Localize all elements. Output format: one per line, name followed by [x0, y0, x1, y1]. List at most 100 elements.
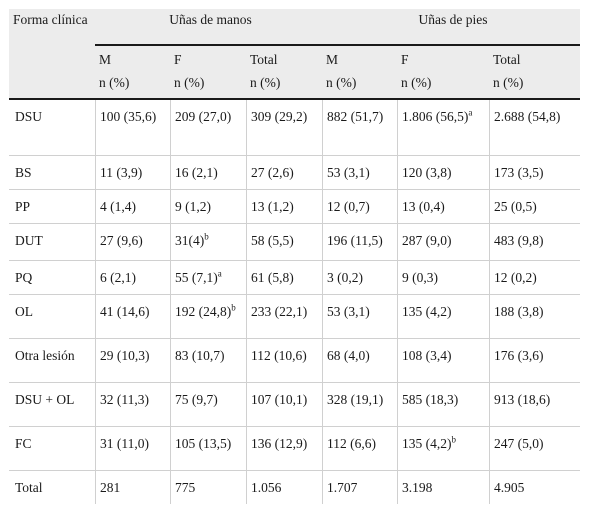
cell-hands-m: 6 (2,1) [95, 260, 170, 294]
footnote-marker: b [231, 302, 236, 313]
subheader-feet-m: M [322, 46, 397, 72]
cell-hands-m: 11 (3,9) [95, 155, 170, 189]
table-row: DUT 27 (9,6) 31(4)b 58 (5,5) 196 (11,5) 287 (… [9, 223, 580, 260]
cell-feet-total: 173 (3,5) [489, 155, 580, 189]
cell-hands-m: 281 [95, 470, 170, 504]
unit-label: n (%) [397, 72, 489, 100]
cell-value: 25 (0,5) [494, 199, 537, 214]
cell-hands-total: 1.056 [246, 470, 322, 504]
cell-value: 61 (5,8) [251, 270, 294, 285]
table-header: Forma clínica Uñas de manos Uñas de pies… [9, 9, 580, 100]
cell-feet-m: 328 (19,1) [322, 382, 397, 426]
cell-value: 41 (14,6) [100, 304, 150, 319]
row-label: DSU + OL [9, 382, 95, 426]
cell-value: 4.905 [494, 480, 525, 495]
subheader-feet-f: F [397, 46, 489, 72]
cell-hands-m: 100 (35,6) [95, 100, 170, 155]
cell-hands-f: 31(4)b [170, 223, 246, 260]
cell-feet-f: 3.198 [397, 470, 489, 504]
cell-value: 328 (19,1) [327, 392, 384, 407]
table-row: DSU 100 (35,6) 209 (27,0) 309 (29,2) 882 (51… [9, 100, 580, 155]
cell-feet-total: 2.688 (54,8) [489, 100, 580, 155]
cell-value: 112 (10,6) [251, 348, 307, 363]
row-label: Total [9, 470, 95, 504]
cell-value: 27 (9,6) [100, 233, 143, 248]
cell-value: 3 (0,2) [327, 270, 363, 285]
cell-value: 176 (3,6) [494, 348, 544, 363]
cell-hands-f: 775 [170, 470, 246, 504]
cell-value: 9 (0,3) [402, 270, 438, 285]
cell-value: 83 (10,7) [175, 348, 225, 363]
cell-value: 309 (29,2) [251, 109, 308, 124]
cell-hands-total: 13 (1,2) [246, 189, 322, 223]
cell-feet-total: 247 (5,0) [489, 426, 580, 470]
cell-value: 31(4) [175, 233, 205, 248]
cell-feet-total: 483 (9,8) [489, 223, 580, 260]
cell-value: 105 (13,5) [175, 436, 232, 451]
cell-feet-m: 196 (11,5) [322, 223, 397, 260]
cell-value: 2.688 (54,8) [494, 109, 561, 124]
cell-feet-f: 585 (18,3) [397, 382, 489, 426]
cell-feet-f: 135 (4,2)b [397, 426, 489, 470]
cell-hands-m: 4 (1,4) [95, 189, 170, 223]
cell-hands-f: 83 (10,7) [170, 338, 246, 382]
cell-value: 120 (3,8) [402, 165, 452, 180]
table-body: DSU 100 (35,6) 209 (27,0) 309 (29,2) 882 (51… [9, 100, 580, 504]
cell-value: 287 (9,0) [402, 233, 452, 248]
row-label: DSU [15, 109, 43, 124]
cell-feet-m: 3 (0,2) [322, 260, 397, 294]
table-row: FC 31 (11,0) 105 (13,5) 136 (12,9) 112 (6,6)… [9, 426, 580, 470]
row-label: OL [9, 294, 95, 338]
cell-value: 55 (7,1) [175, 270, 218, 285]
cell-value: 882 (51,7) [327, 109, 384, 124]
cell-value: 913 (18,6) [494, 392, 551, 407]
table-row: BS 11 (3,9) 16 (2,1) 27 (2,6) 53 (3,1) 120 (3… [9, 155, 580, 189]
cell-feet-total: 188 (3,8) [489, 294, 580, 338]
row-label: DUT [9, 223, 95, 260]
cell-value: 9 (1,2) [175, 199, 211, 214]
row-label: PP [9, 189, 95, 223]
cell-feet-f: 13 (0,4) [397, 189, 489, 223]
cell-feet-total: 4.905 [489, 470, 580, 504]
cell-feet-total: 176 (3,6) [489, 338, 580, 382]
cell-value: 107 (10,1) [251, 392, 308, 407]
cell-hands-m: 31 (11,0) [95, 426, 170, 470]
cell-hands-f: 55 (7,1)a [170, 260, 246, 294]
cell-feet-f: 135 (4,2) [397, 294, 489, 338]
table-row: PP 4 (1,4) 9 (1,2) 13 (1,2) 12 (0,7) 13 (0,4)… [9, 189, 580, 223]
row-label: PQ [9, 260, 95, 294]
cell-hands-f: 9 (1,2) [170, 189, 246, 223]
cell-hands-total: 112 (10,6) [246, 338, 322, 382]
cell-value: 3.198 [402, 480, 433, 495]
table-row: Otra lesión 29 (10,3) 83 (10,7) 112 (10,6) 6… [9, 338, 580, 382]
table-row: DSU + OL 32 (11,3) 75 (9,7) 107 (10,1) 328 (… [9, 382, 580, 426]
cell-value: 281 [100, 480, 121, 495]
cell-hands-f: 209 (27,0) [170, 100, 246, 155]
cell-hands-f: 16 (2,1) [170, 155, 246, 189]
cell-hands-m: 27 (9,6) [95, 223, 170, 260]
cell-feet-m: 12 (0,7) [322, 189, 397, 223]
header-forma-clinica: Forma clínica [9, 9, 95, 100]
cell-value: 6 (2,1) [100, 270, 136, 285]
cell-value: 247 (5,0) [494, 436, 544, 451]
cell-value: 192 (24,8) [175, 304, 232, 319]
cell-value: 53 (3,1) [327, 304, 370, 319]
cell-hands-f: 192 (24,8)b [170, 294, 246, 338]
row-label: Otra lesión [9, 338, 95, 382]
cell-feet-m: 882 (51,7) [322, 100, 397, 155]
cell-value: 58 (5,5) [251, 233, 294, 248]
subheader-feet-total: Total [489, 46, 580, 72]
cell-value: 75 (9,7) [175, 392, 218, 407]
footnote-marker: b [204, 231, 209, 242]
cell-value: 16 (2,1) [175, 165, 218, 180]
cell-feet-m: 53 (3,1) [322, 155, 397, 189]
unit-label: n (%) [95, 72, 170, 100]
cell-value: 196 (11,5) [327, 233, 383, 248]
cell-value: 775 [175, 480, 196, 495]
cell-value: 27 (2,6) [251, 165, 294, 180]
cell-value: 11 (3,9) [100, 165, 143, 180]
cell-feet-f: 108 (3,4) [397, 338, 489, 382]
cell-value: 233 (22,1) [251, 304, 308, 319]
cell-hands-m: 32 (11,3) [95, 382, 170, 426]
row-label: BS [9, 155, 95, 189]
